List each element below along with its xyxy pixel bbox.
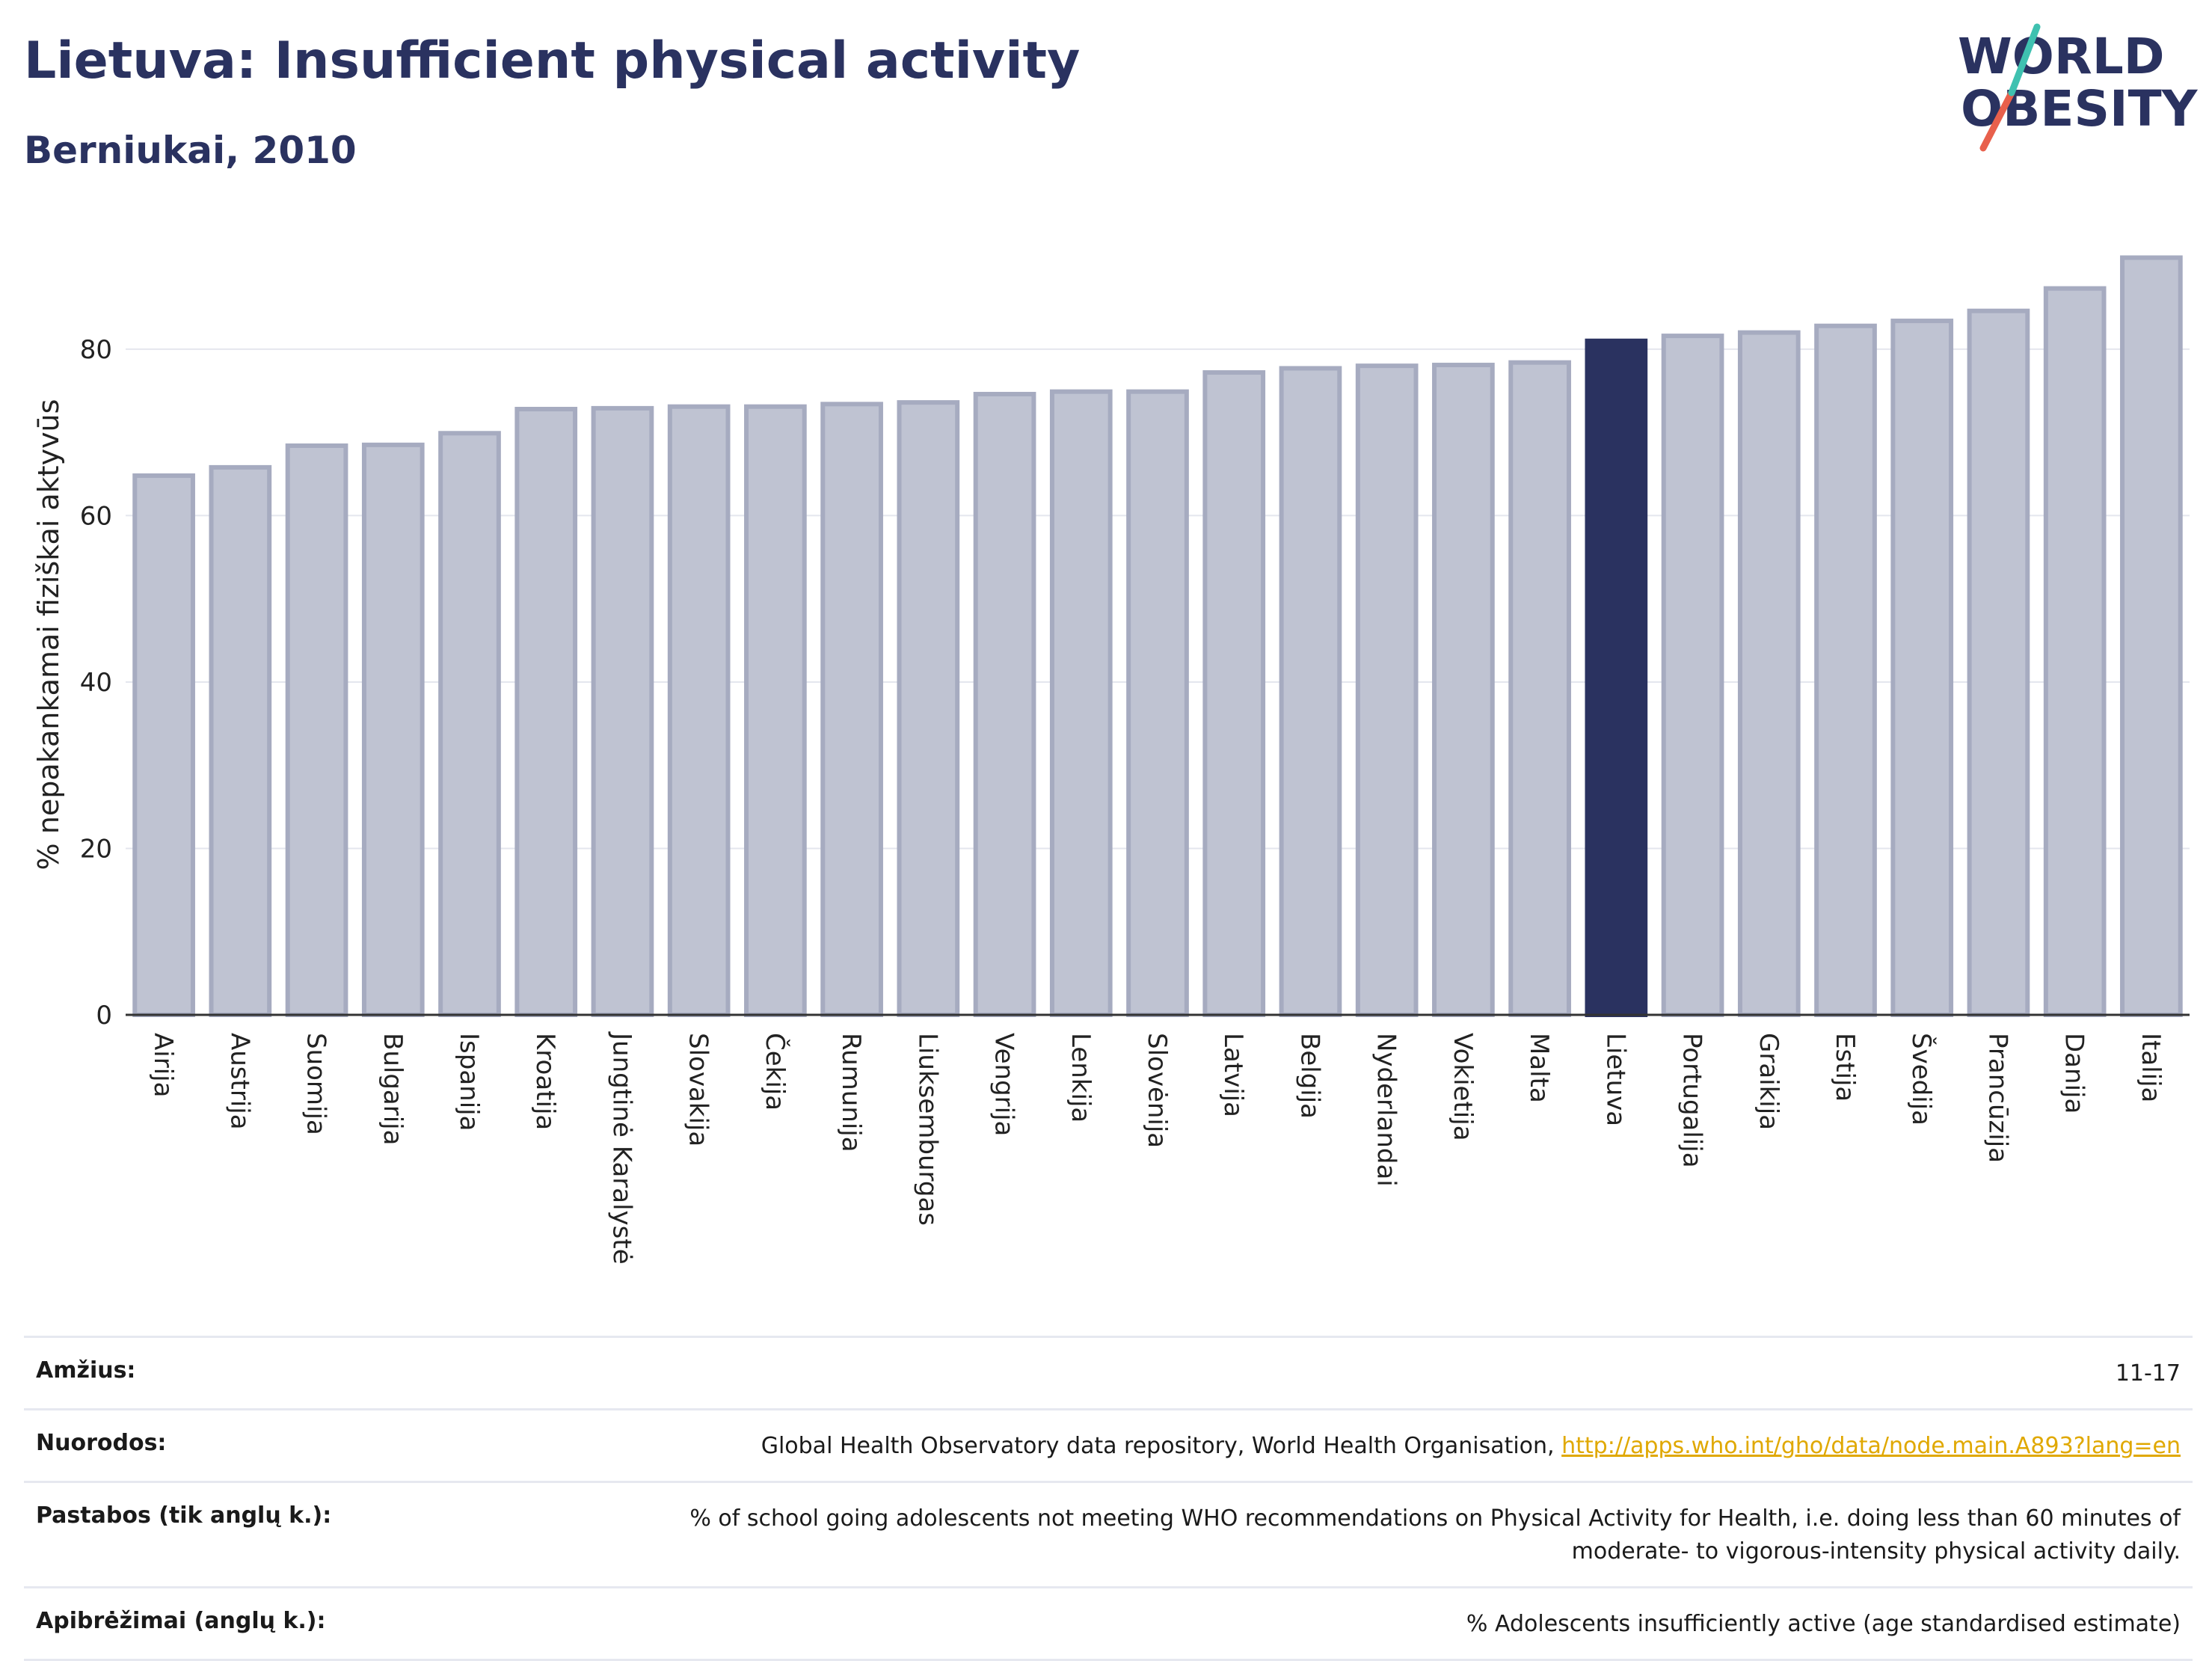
bar-Prancūzija <box>1967 308 2030 1017</box>
logo-slash-red <box>1979 89 2015 152</box>
x-tick-label: Italija <box>2136 1033 2166 1102</box>
x-tick-label: Vengrija <box>989 1033 1019 1136</box>
bar-Kroatija <box>514 407 578 1017</box>
bar-Suomija <box>285 443 348 1017</box>
x-tick-label: Malta <box>1524 1033 1554 1103</box>
bar-Ispanija <box>438 431 501 1017</box>
y-tick-label: 20 <box>80 834 112 864</box>
y-tick-label: 60 <box>80 501 112 531</box>
x-tick-label: Lietuva <box>1600 1033 1630 1126</box>
bar-Vengrija <box>973 391 1036 1017</box>
world-obesity-logo-mark: WORLD OBESITY <box>1958 23 2199 152</box>
info-key: Amžius: <box>36 1357 136 1384</box>
info-table: Amžius: 11-17 Nuorodos: Global Health Obser… <box>24 1336 2193 1661</box>
bar-Nyderlandai <box>1355 363 1419 1018</box>
x-tick-label: Suomija <box>301 1033 331 1135</box>
x-tick-label: Prancūzija <box>1982 1033 2012 1163</box>
x-tick-label: Airija <box>148 1033 178 1097</box>
x-tick-label: Švedija <box>1906 1033 1937 1126</box>
bar-chart: 0 20 40 60 80 % nepakankamai fiziškai aktyvūs… <box>32 255 2190 1265</box>
x-tick-label: Jungtinė Karalystė <box>606 1031 636 1265</box>
x-tick-label: Danija <box>2059 1033 2089 1114</box>
y-tick-label: 0 <box>96 1001 112 1031</box>
info-key: Nuorodos: <box>36 1430 167 1456</box>
x-tick-label: Nyderlandai <box>1371 1033 1401 1187</box>
world-obesity-logo: WORLD OBESITY <box>1944 21 2199 156</box>
info-row: Nuorodos: Global Health Observatory data … <box>24 1408 2193 1481</box>
bar-Airija <box>132 473 195 1017</box>
x-tick-label: Rumunija <box>836 1033 866 1152</box>
x-tick-label: Slovėnija <box>1142 1033 1172 1148</box>
bar-Rumunija <box>820 402 883 1017</box>
bar-Švedija <box>1890 319 1954 1018</box>
x-tick-label: Liuksemburgas <box>912 1033 942 1226</box>
bar-Slovėnija <box>1126 389 1189 1017</box>
x-tick-label: Bulgarija <box>378 1033 408 1145</box>
bar-Italija <box>2120 255 2183 1017</box>
info-value: 11-17 <box>2116 1357 2181 1390</box>
chart-title: Lietuva: Insufficient physical activity <box>24 31 1081 90</box>
bar-Bulgarija <box>361 442 425 1017</box>
x-tick-label: Kroatija <box>530 1033 560 1130</box>
logo-slash-teal <box>2008 23 2041 96</box>
info-value-text: Global Health Observatory data repositor… <box>761 1433 1555 1459</box>
info-value: % of school going adolescents not meetin… <box>565 1502 2181 1568</box>
bar-Vokietija <box>1432 363 1495 1017</box>
bar-Lenkija <box>1049 389 1113 1017</box>
bar-Lietuva <box>1585 338 1648 1017</box>
info-key: Pastabos (tik anglų k.): <box>36 1502 332 1529</box>
info-value-text: % Adolescents insufficiently active (age… <box>1466 1611 2181 1637</box>
bar-Portugalija <box>1661 334 1724 1017</box>
x-tick-label: Slovakija <box>683 1033 713 1146</box>
bar-Jungtinė Karalystė <box>591 405 654 1017</box>
bar-Estija <box>1814 323 1877 1018</box>
bar-Graikija <box>1737 330 1801 1018</box>
bar-Danija <box>2043 286 2107 1018</box>
info-value: % Adolescents insufficiently active (age… <box>1466 1608 2181 1641</box>
bar-Slovakija <box>667 404 731 1017</box>
logo-word-world: WORLD <box>1958 28 2165 85</box>
bar-Malta <box>1508 360 1571 1017</box>
y-axis-title: % nepakankamai fiziškai aktyvūs <box>32 399 65 871</box>
bar-Belgija <box>1279 366 1342 1017</box>
x-tick-label: Lenkija <box>1066 1033 1096 1123</box>
x-tick-label: Vokietija <box>1448 1033 1478 1141</box>
info-row: Apibrėžimai (anglų k.): % Adolescents ins… <box>24 1586 2193 1661</box>
info-row: Amžius: 11-17 <box>24 1336 2193 1408</box>
bar-Austrija <box>209 464 272 1017</box>
info-key: Apibrėžimai (anglų k.): <box>36 1608 326 1634</box>
bar-Čekija <box>744 404 807 1017</box>
info-value: Global Health Observatory data repositor… <box>761 1430 2181 1463</box>
x-tick-label: Belgija <box>1294 1033 1324 1119</box>
x-tick-label: Čekija <box>760 1033 790 1111</box>
bar-Liuksemburgas <box>897 400 960 1017</box>
x-tick-label: Ispanija <box>454 1033 484 1131</box>
bar-Latvija <box>1202 370 1266 1018</box>
x-tick-label: Estija <box>1830 1033 1860 1102</box>
y-tick-label: 80 <box>80 335 112 365</box>
info-value-text: % of school going adolescents not meetin… <box>689 1505 2181 1565</box>
chart-subtitle: Berniukai, 2010 <box>24 129 357 172</box>
x-tick-label: Latvija <box>1218 1033 1248 1117</box>
x-tick-label: Austrija <box>224 1033 254 1130</box>
info-row: Pastabos (tik anglų k.): % of school goin… <box>24 1481 2193 1586</box>
y-tick-label: 40 <box>80 668 112 698</box>
source-link[interactable]: http://apps.who.int/gho/data/node.main.A… <box>1561 1433 2181 1459</box>
x-tick-label: Graikija <box>1754 1033 1784 1130</box>
x-tick-label: Portugalija <box>1677 1033 1707 1168</box>
info-value-text: 11-17 <box>2115 1360 2181 1387</box>
